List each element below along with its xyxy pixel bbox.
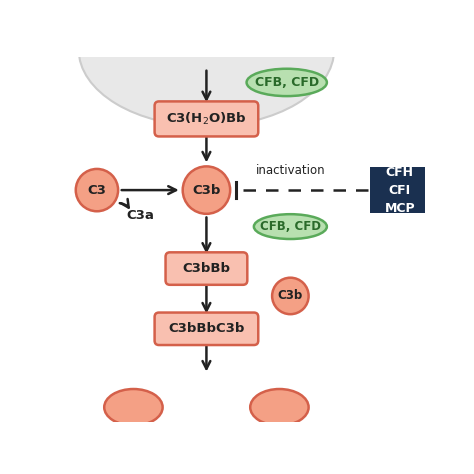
- Circle shape: [182, 166, 230, 214]
- Text: C3(H$_2$O)Bb: C3(H$_2$O)Bb: [166, 111, 247, 127]
- Text: C3b: C3b: [278, 290, 303, 302]
- Ellipse shape: [250, 389, 309, 426]
- FancyBboxPatch shape: [155, 312, 258, 345]
- Ellipse shape: [254, 214, 327, 239]
- Circle shape: [76, 169, 118, 211]
- FancyBboxPatch shape: [155, 101, 258, 137]
- Ellipse shape: [79, 0, 334, 126]
- Circle shape: [272, 278, 309, 314]
- Text: CFB, CFD: CFB, CFD: [255, 76, 319, 89]
- Text: C3: C3: [88, 183, 106, 197]
- Ellipse shape: [104, 389, 163, 426]
- Text: inactivation: inactivation: [255, 164, 325, 176]
- Text: C3bBbC3b: C3bBbC3b: [168, 322, 245, 335]
- FancyBboxPatch shape: [370, 167, 430, 213]
- Text: C3b: C3b: [192, 183, 220, 197]
- Ellipse shape: [246, 69, 327, 96]
- Text: C3a: C3a: [127, 209, 155, 222]
- Text: C3bBb: C3bBb: [182, 262, 230, 275]
- Text: CFB, CFD: CFB, CFD: [260, 220, 321, 233]
- FancyBboxPatch shape: [165, 252, 247, 285]
- Text: CFH
CFI
MCP: CFH CFI MCP: [384, 165, 415, 215]
